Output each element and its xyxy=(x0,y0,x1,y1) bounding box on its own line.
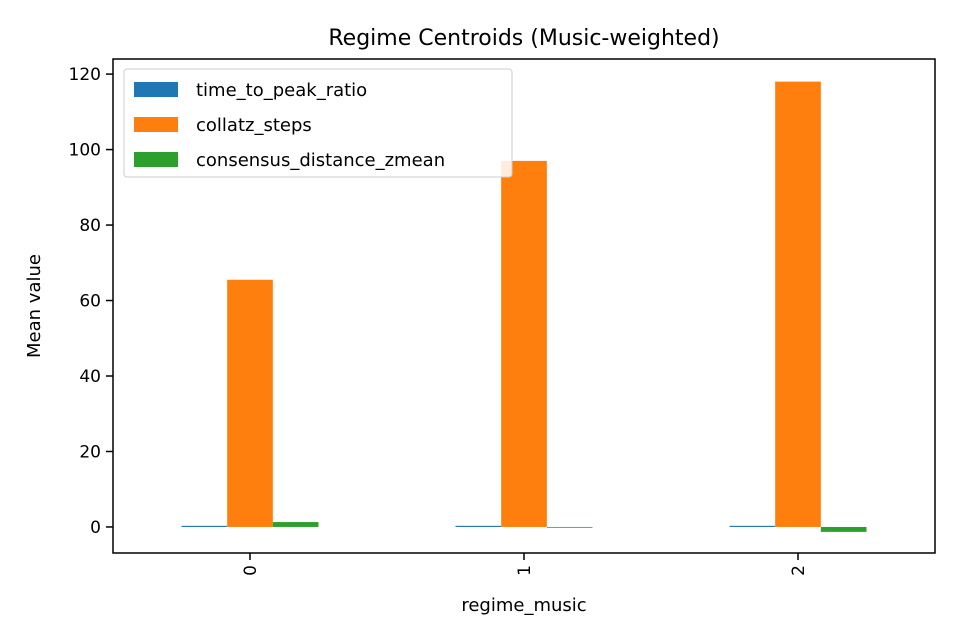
y-tick-label: 100 xyxy=(69,141,101,161)
y-axis: 0 20 40 60 80 100 120 xyxy=(69,65,113,538)
x-axis-label: regime_music xyxy=(461,595,586,616)
bar-time_to_peak_ratio-2 xyxy=(729,525,776,527)
bar-collatz_steps-1 xyxy=(501,160,547,527)
y-tick-label: 60 xyxy=(79,292,101,312)
legend-label-collatz_steps: collatz_steps xyxy=(196,115,312,136)
legend-label-consensus_distance_zmean: consensus_distance_zmean xyxy=(196,150,445,171)
y-tick-label: 40 xyxy=(79,367,101,387)
y-tick-label: 20 xyxy=(79,442,101,462)
bar-time_to_peak_ratio-0 xyxy=(181,525,228,527)
legend: time_to_peak_ratio collatz_steps consensus… xyxy=(123,68,513,178)
plot-area xyxy=(181,81,867,532)
legend-swatch-consensus_distance_zmean xyxy=(134,152,178,167)
x-tick-label: 2 xyxy=(789,565,809,576)
y-axis-label: Mean value xyxy=(24,254,45,358)
y-tick-label: 0 xyxy=(90,518,101,538)
bar-consensus_distance_zmean-1 xyxy=(546,526,593,528)
chart-title: Regime Centroids (Music-weighted) xyxy=(328,26,719,51)
x-axis: 0 1 2 xyxy=(241,553,809,576)
bar-consensus_distance_zmean-2 xyxy=(820,526,867,532)
legend-box xyxy=(123,68,513,178)
legend-label-time_to_peak_ratio: time_to_peak_ratio xyxy=(196,80,367,101)
bar-collatz_steps-2 xyxy=(775,81,821,527)
x-tick-label: 1 xyxy=(515,565,535,576)
x-tick-label: 0 xyxy=(241,565,261,576)
bar-time_to_peak_ratio-1 xyxy=(455,525,502,527)
y-tick-label: 120 xyxy=(69,65,101,85)
y-tick-label: 80 xyxy=(79,216,101,236)
legend-swatch-collatz_steps xyxy=(134,117,178,132)
bar-collatz_steps-0 xyxy=(227,279,273,527)
bar-consensus_distance_zmean-0 xyxy=(272,522,319,527)
legend-swatch-time_to_peak_ratio xyxy=(134,82,178,97)
